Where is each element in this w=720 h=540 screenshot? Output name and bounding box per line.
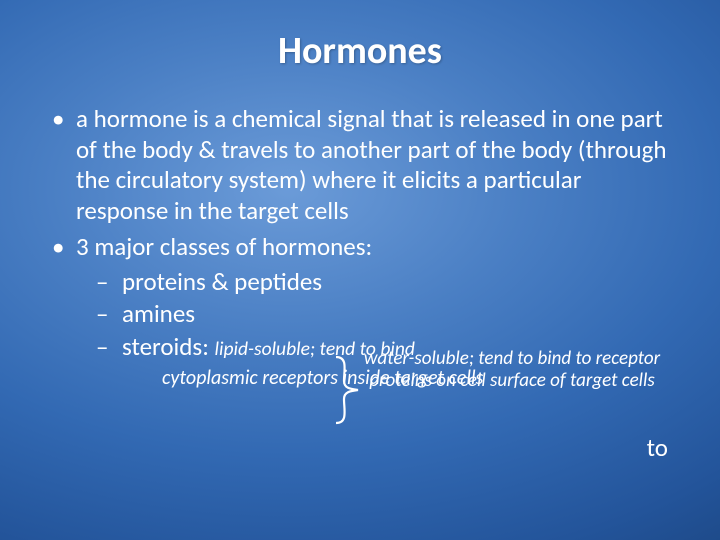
sub-2: amines bbox=[96, 299, 670, 330]
trailing-to: to bbox=[647, 432, 668, 463]
sub-3-label: steroids: bbox=[122, 331, 215, 362]
bullet-2-text: 3 major classes of hormones: bbox=[76, 231, 372, 262]
annotation-text: water-soluble; tend to bind to receptor … bbox=[362, 348, 662, 393]
slide: Hormones a hormone is a chemical signal … bbox=[0, 0, 720, 540]
sub-1: proteins & peptides bbox=[96, 267, 670, 298]
brace-icon bbox=[332, 355, 366, 425]
slide-title: Hormones bbox=[50, 28, 670, 74]
bullet-1: a hormone is a chemical signal that is r… bbox=[50, 104, 670, 226]
